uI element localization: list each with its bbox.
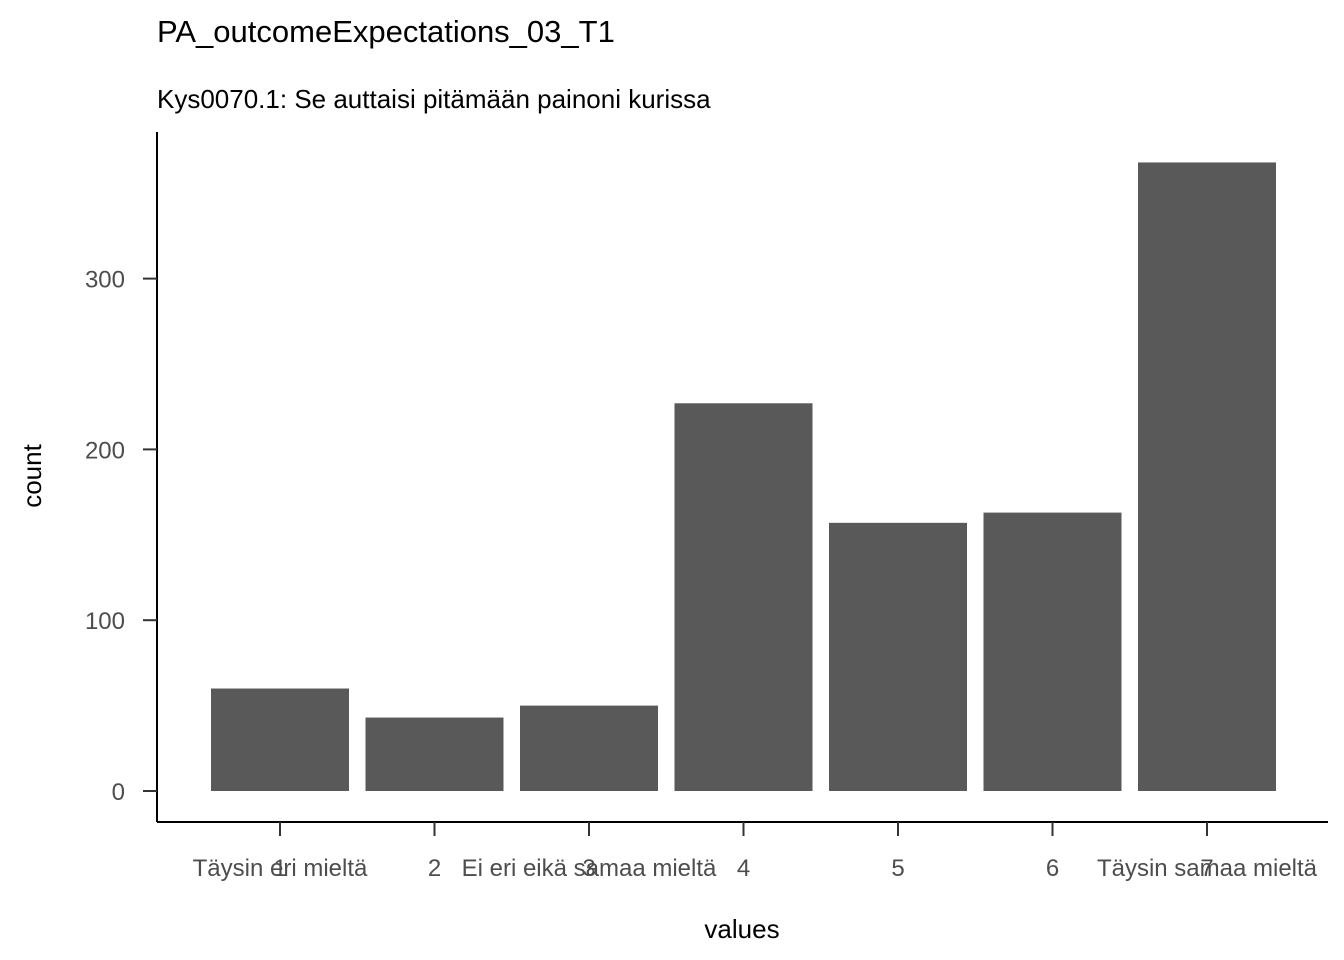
- y-tick-label-0: 0: [112, 779, 125, 806]
- y-axis-label: count: [17, 443, 47, 507]
- bar-1: [211, 688, 349, 791]
- x-tick-label-1-1: Täysin eri mieltä: [193, 855, 368, 882]
- bar-5: [829, 522, 967, 791]
- x-tick-label-3-2: Ei eri eikä samaa mieltä: [462, 855, 717, 882]
- x-tick-label-4-1: 4: [737, 855, 750, 882]
- x-tick-label-1-2: 1: [273, 855, 286, 882]
- bar-4: [674, 403, 813, 791]
- bar-6: [983, 512, 1122, 791]
- x-tick-label-7-1: Täysin samaa mieltä: [1097, 855, 1318, 882]
- x-tick-label-5-1: 5: [891, 855, 904, 882]
- y-tick-label-100: 100: [85, 608, 125, 635]
- x-tick-label-3-1: 3: [582, 855, 595, 882]
- chart-title: PA_outcomeExpectations_03_T1: [157, 14, 615, 49]
- bars-group: [211, 162, 1276, 791]
- bar-7: [1138, 162, 1276, 791]
- x-axis-label: values: [704, 914, 779, 944]
- x-tick-label-6-1: 6: [1046, 855, 1059, 882]
- x-tick-label-2-1: 2: [428, 855, 441, 882]
- y-tick-label-200: 200: [85, 437, 125, 464]
- bar-2: [365, 717, 504, 791]
- x-tick-label-7-2: 7: [1200, 855, 1213, 882]
- chart-subtitle: Kys0070.1: Se auttaisi pitämään painoni …: [157, 84, 711, 114]
- y-tick-label-300: 300: [85, 267, 125, 294]
- bar-3: [520, 705, 658, 791]
